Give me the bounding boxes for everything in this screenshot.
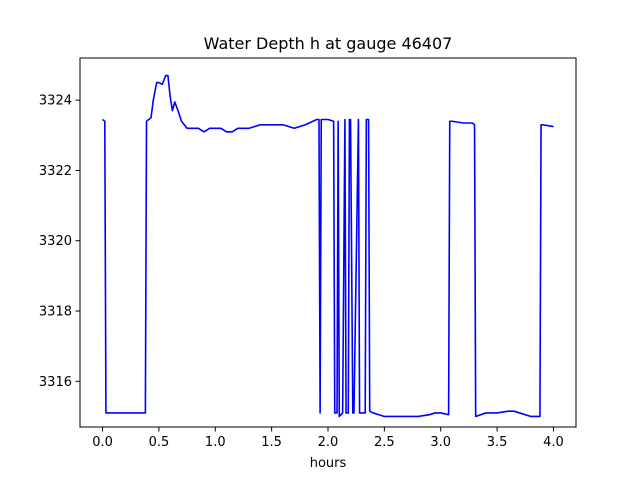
x-axis-title: hours	[310, 456, 347, 471]
x-tick-label: 3.5	[487, 435, 508, 450]
x-tick-label: 1.0	[205, 435, 226, 450]
series-layer	[102, 74, 554, 418]
series-line-0	[102, 74, 554, 418]
y-tick-label: 3318	[39, 305, 72, 320]
y-tick-label: 3322	[39, 164, 72, 179]
x-tick-label: 1.5	[261, 435, 282, 450]
x-tick-label: 0.5	[149, 435, 170, 450]
y-tick-label: 3316	[39, 375, 72, 390]
x-tick-label: 0.0	[92, 435, 113, 450]
x-tick-label: 2.5	[374, 435, 395, 450]
x-tick-label: 4.0	[543, 435, 564, 450]
y-tick-label: 3324	[39, 94, 72, 109]
x-tick-label: 2.0	[318, 435, 339, 450]
y-tick-label: 3320	[39, 234, 72, 249]
axes-layer: 0.0 0.5 1.0 1.5 2.0 2.5 3.0 3.5 4.0 3316 3318 3320 3…	[39, 57, 577, 450]
x-tick-label: 3.0	[430, 435, 451, 450]
chart-title: Water Depth h at gauge 46407	[204, 34, 453, 53]
